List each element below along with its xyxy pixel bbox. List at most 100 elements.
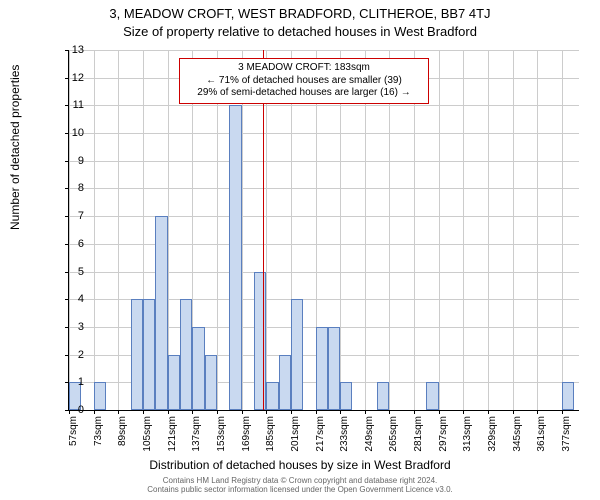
grid-line-vertical [513,50,514,410]
histogram-bar [340,382,352,410]
grid-line-horizontal [69,272,579,273]
histogram-bar [94,382,106,410]
chart-title-sub: Size of property relative to detached ho… [0,24,600,39]
histogram-bar [205,355,217,410]
histogram-bar [168,355,180,410]
x-tick-mark [340,410,341,414]
x-tick-mark [242,410,243,414]
y-tick-label: 13 [60,44,84,56]
grid-line-vertical [488,50,489,410]
x-tick-mark [365,410,366,414]
x-tick-mark [414,410,415,414]
x-tick-label: 281sqm [413,416,424,464]
histogram-bar [143,299,155,410]
x-tick-mark [463,410,464,414]
grid-line-vertical [365,50,366,410]
histogram-bar [266,382,278,410]
grid-line-vertical [217,50,218,410]
x-axis-label: Distribution of detached houses by size … [0,458,600,472]
x-tick-label: 329sqm [487,416,498,464]
chart-footer: Contains HM Land Registry data © Crown c… [0,476,600,494]
x-tick-label: 361sqm [536,416,547,464]
grid-line-horizontal [69,188,579,189]
histogram-bar [562,382,574,410]
x-tick-label: 57sqm [68,416,79,464]
y-tick-label: 1 [60,376,84,388]
x-tick-label: 73sqm [93,416,104,464]
histogram-bar [279,355,291,410]
grid-line-horizontal [69,133,579,134]
x-tick-label: 201sqm [290,416,301,464]
x-tick-label: 313sqm [462,416,473,464]
footer-line-2: Contains public sector information licen… [147,485,453,494]
grid-line-vertical [414,50,415,410]
annotation-line-1: 3 MEADOW CROFT: 183sqm [186,62,422,75]
x-tick-label: 121sqm [167,416,178,464]
grid-line-vertical [389,50,390,410]
reference-line [263,50,264,410]
x-tick-label: 297sqm [438,416,449,464]
x-tick-mark [537,410,538,414]
histogram-bar [131,299,143,410]
y-tick-label: 2 [60,349,84,361]
y-tick-label: 6 [60,238,84,250]
y-tick-label: 5 [60,266,84,278]
x-tick-label: 105sqm [142,416,153,464]
grid-line-horizontal [69,161,579,162]
x-tick-label: 265sqm [388,416,399,464]
plot-area: 3 MEADOW CROFT: 183sqm← 71% of detached … [68,50,579,411]
x-tick-label: 169sqm [241,416,252,464]
x-tick-label: 217sqm [315,416,326,464]
histogram-bar [192,327,204,410]
grid-line-horizontal [69,244,579,245]
x-tick-mark [389,410,390,414]
x-tick-label: 137sqm [191,416,202,464]
x-tick-label: 153sqm [216,416,227,464]
histogram-bar [328,327,340,410]
x-tick-label: 185sqm [265,416,276,464]
y-tick-label: 3 [60,321,84,333]
grid-line-vertical [340,50,341,410]
grid-line-vertical [118,50,119,410]
x-tick-mark [118,410,119,414]
grid-line-vertical [242,50,243,410]
chart-title-main: 3, MEADOW CROFT, WEST BRADFORD, CLITHERO… [0,6,600,21]
histogram-bar [254,272,266,410]
y-tick-label: 7 [60,210,84,222]
x-tick-label: 377sqm [561,416,572,464]
grid-line-horizontal [69,105,579,106]
grid-line-vertical [266,50,267,410]
x-tick-mark [562,410,563,414]
x-tick-mark [291,410,292,414]
x-tick-label: 345sqm [512,416,523,464]
grid-line-horizontal [69,50,579,51]
x-tick-mark [513,410,514,414]
histogram-bar [229,105,241,410]
grid-line-vertical [439,50,440,410]
x-tick-mark [94,410,95,414]
y-tick-label: 8 [60,182,84,194]
x-tick-label: 233sqm [339,416,350,464]
y-tick-label: 0 [60,404,84,416]
y-tick-label: 10 [60,127,84,139]
y-tick-label: 9 [60,155,84,167]
annotation-line-2: ← 71% of detached houses are smaller (39… [186,75,422,88]
histogram-bar [291,299,303,410]
histogram-bar [377,382,389,410]
x-tick-mark [316,410,317,414]
grid-line-vertical [537,50,538,410]
x-tick-label: 249sqm [364,416,375,464]
grid-line-vertical [463,50,464,410]
x-tick-mark [192,410,193,414]
x-tick-mark [217,410,218,414]
x-tick-label: 89sqm [117,416,128,464]
y-axis-label: Number of detached properties [8,65,22,230]
histogram-bar [426,382,438,410]
annotation-line-3: 29% of semi-detached houses are larger (… [186,87,422,100]
chart-container: 3, MEADOW CROFT, WEST BRADFORD, CLITHERO… [0,0,600,500]
footer-line-1: Contains HM Land Registry data © Crown c… [163,476,438,485]
histogram-bar [180,299,192,410]
y-tick-label: 4 [60,293,84,305]
histogram-bar [316,327,328,410]
x-tick-mark [439,410,440,414]
